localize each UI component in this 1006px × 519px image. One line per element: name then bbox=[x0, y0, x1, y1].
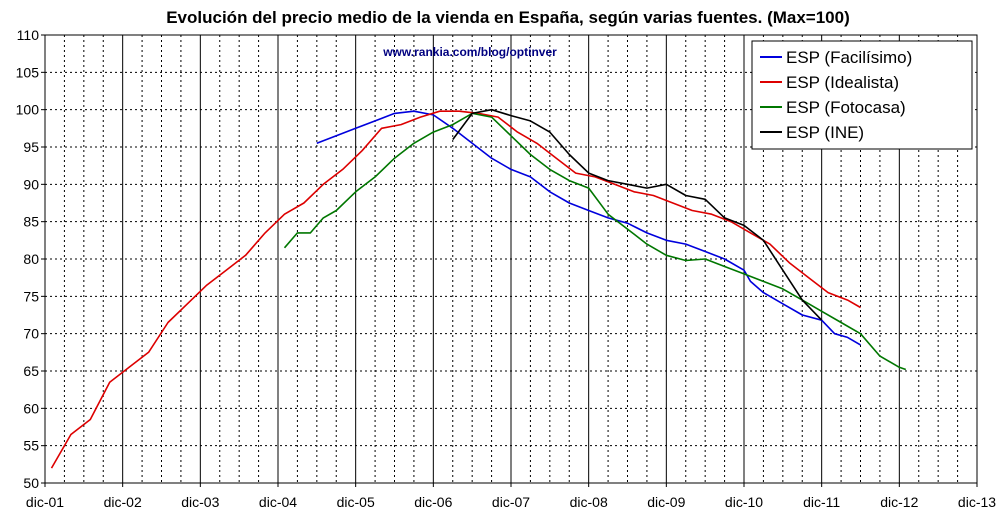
x-tick-label: dic-01 bbox=[26, 494, 64, 510]
series-line-1 bbox=[316, 110, 861, 346]
x-tick-label: dic-11 bbox=[803, 494, 840, 510]
x-tick-label: dic-03 bbox=[181, 494, 219, 510]
legend-label: ESP (Fotocasa) bbox=[786, 98, 906, 117]
y-tick-label: 75 bbox=[23, 288, 39, 304]
x-tick-label: dic-05 bbox=[337, 494, 375, 510]
y-axis: 50 55 60 65 70 75 80 85 90 95 100 105 110 bbox=[16, 27, 45, 491]
y-tick-label: 105 bbox=[16, 64, 40, 80]
legend: ESP (Facilísimo) ESP (Idealista) ESP (Foto… bbox=[751, 40, 973, 150]
y-tick-label: 50 bbox=[23, 475, 39, 491]
legend-label: ESP (Facilísimo) bbox=[786, 48, 912, 67]
series-group bbox=[50, 108, 907, 469]
x-tick-label: dic-06 bbox=[414, 494, 452, 510]
y-tick-label: 70 bbox=[23, 326, 39, 342]
y-tick-label: 55 bbox=[23, 438, 39, 454]
x-tick-label: dic-12 bbox=[880, 494, 918, 510]
series-line-2 bbox=[50, 110, 861, 469]
x-tick-label: dic-08 bbox=[570, 494, 608, 510]
y-tick-label: 110 bbox=[17, 27, 40, 43]
x-tick-label: dic-04 bbox=[259, 494, 297, 510]
x-tick-label: dic-07 bbox=[492, 494, 530, 510]
series-line-3 bbox=[283, 112, 907, 371]
legend-box bbox=[751, 40, 973, 150]
y-tick-label: 100 bbox=[16, 102, 40, 118]
y-tick-label: 90 bbox=[23, 176, 39, 192]
y-tick-label: 95 bbox=[23, 139, 39, 155]
y-tick-label: 60 bbox=[23, 400, 39, 416]
y-tick-label: 65 bbox=[23, 363, 39, 379]
legend-label: ESP (INE) bbox=[786, 123, 864, 142]
x-tick-label: dic-02 bbox=[104, 494, 142, 510]
x-axis: dic-01 dic-02 dic-03 dic-04 dic-05 dic-06 dic-… bbox=[26, 483, 996, 510]
chart-title: Evolución del precio medio de la vienda … bbox=[166, 8, 850, 27]
x-tick-label: dic-13 bbox=[958, 494, 996, 510]
y-tick-label: 85 bbox=[23, 214, 39, 230]
watermark: www.rankia.com/blog/optinver bbox=[382, 45, 557, 59]
x-tick-label: dic-09 bbox=[647, 494, 685, 510]
legend-label: ESP (Idealista) bbox=[786, 73, 899, 92]
x-tick-label: dic-10 bbox=[725, 494, 763, 510]
series-line-4 bbox=[452, 108, 823, 321]
y-tick-label: 80 bbox=[23, 251, 39, 267]
